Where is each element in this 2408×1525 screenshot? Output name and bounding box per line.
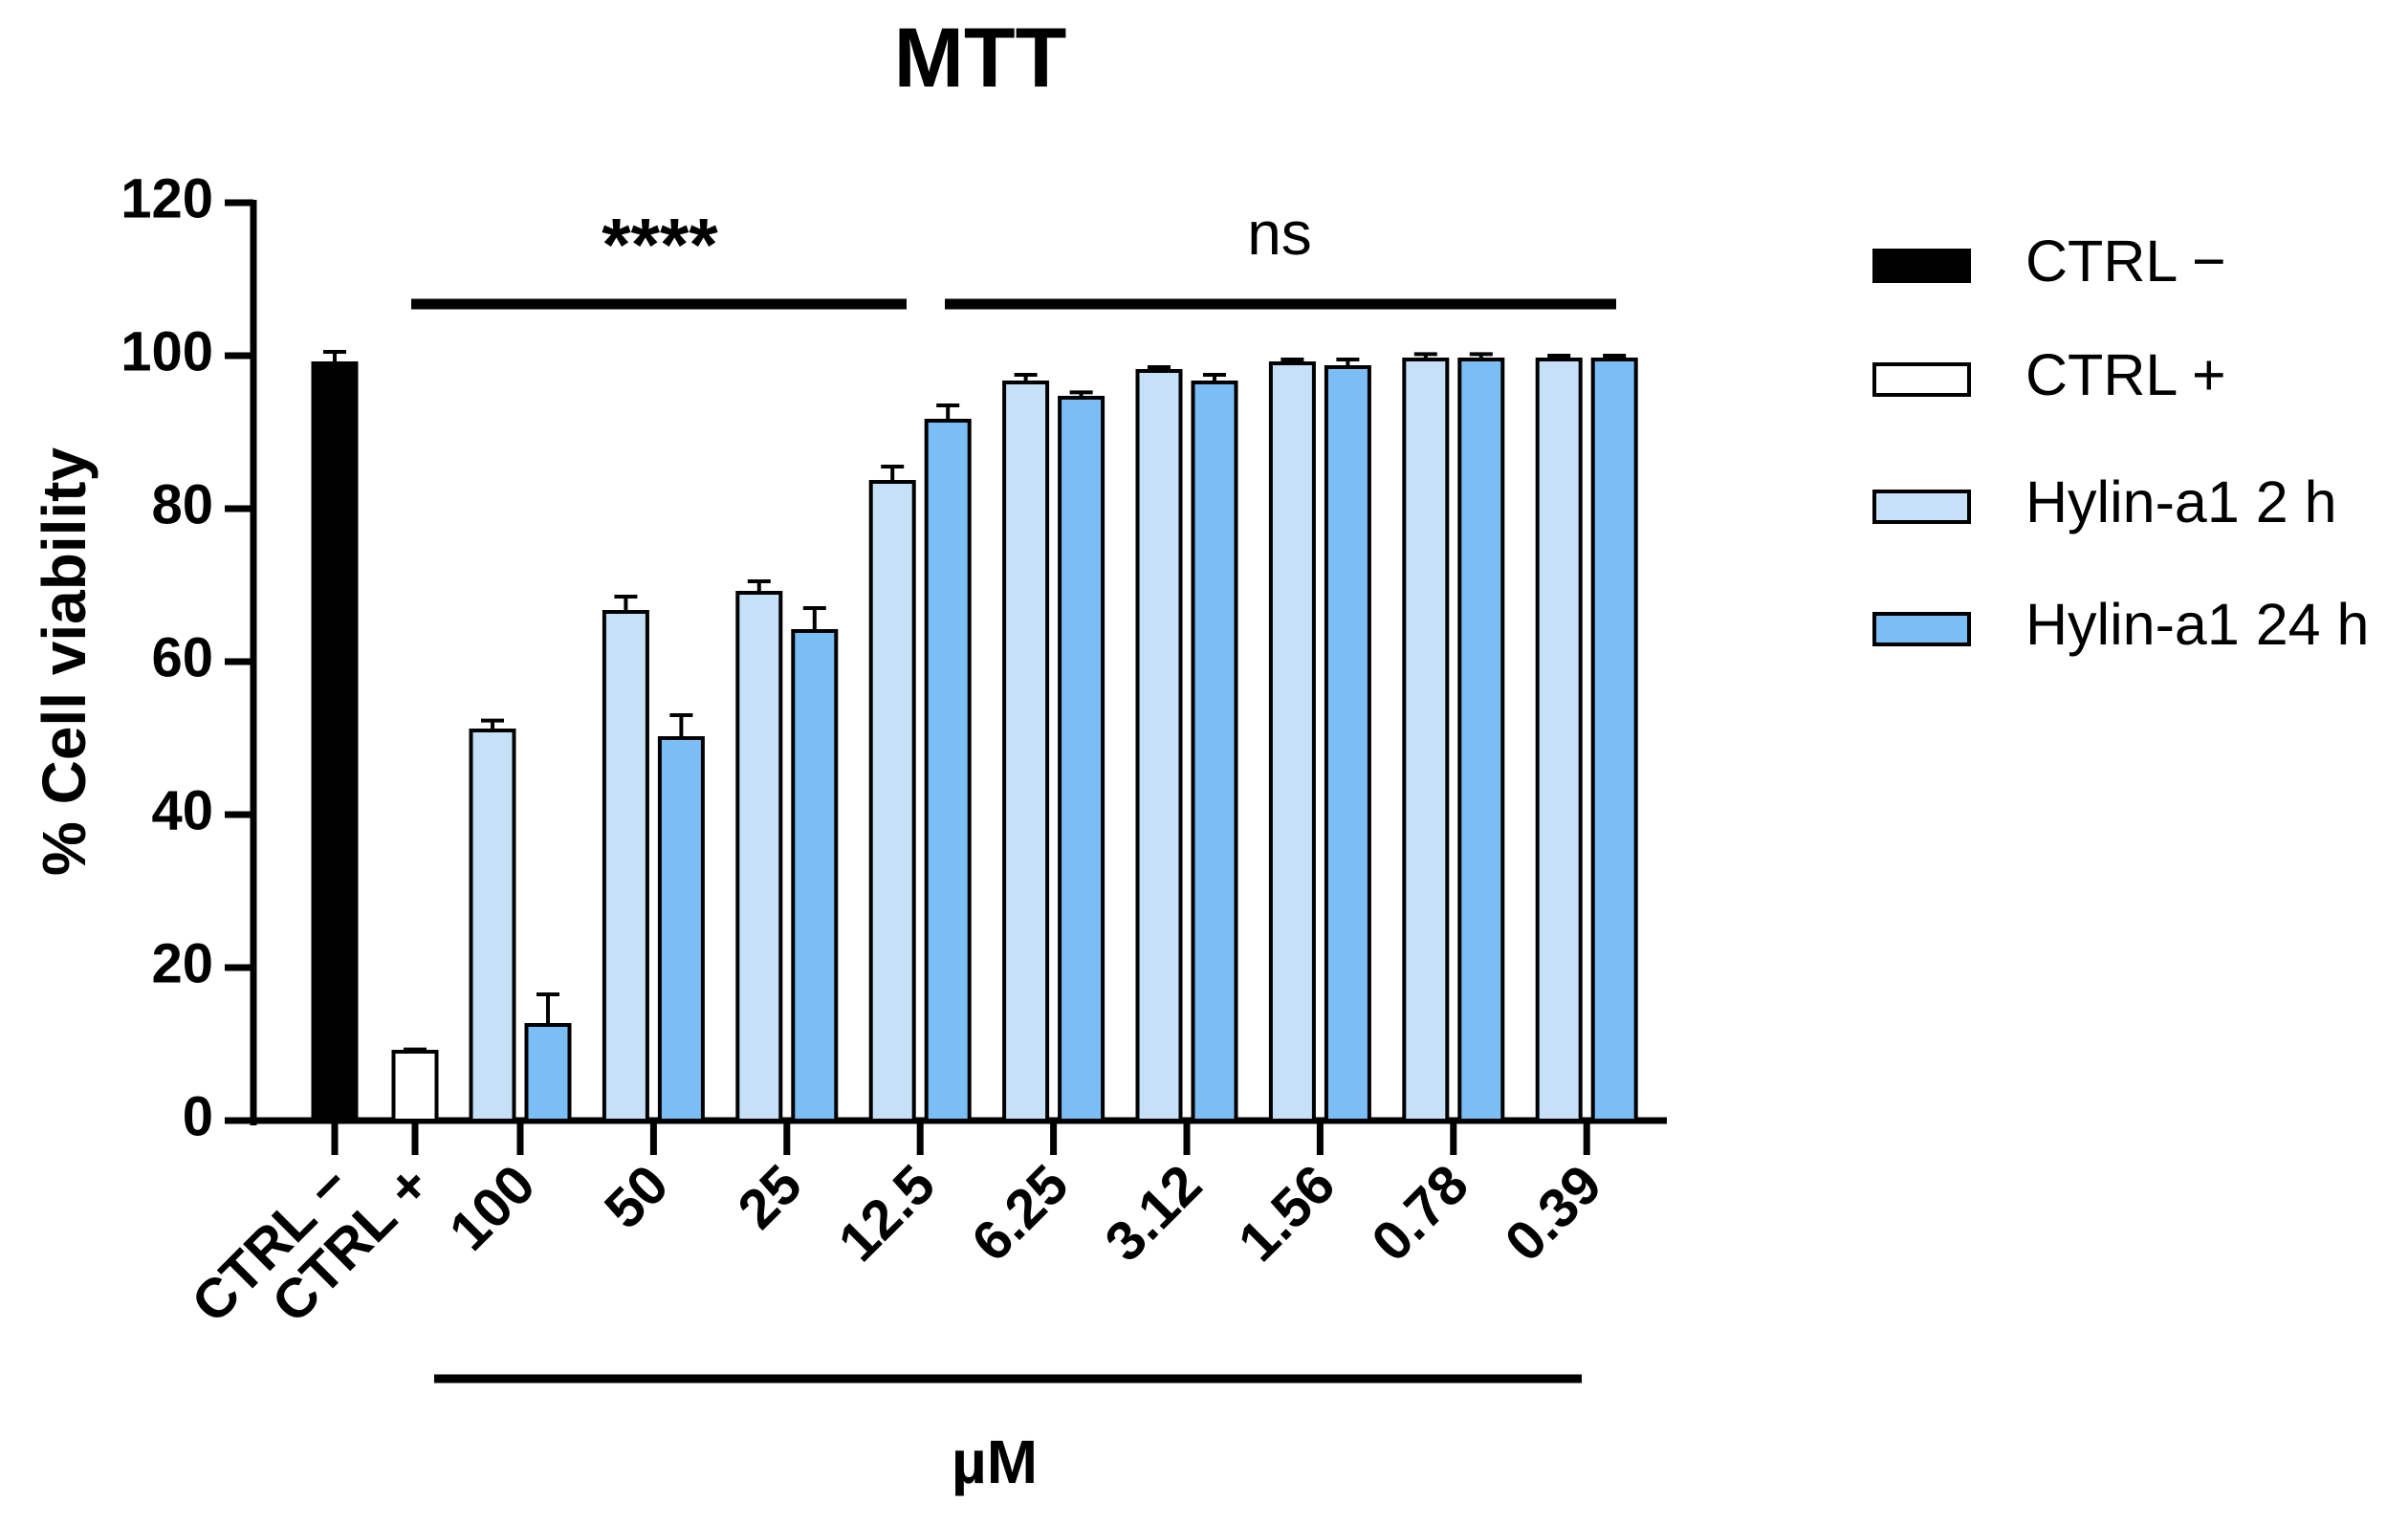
bar — [735, 591, 783, 1122]
bar — [469, 729, 516, 1122]
legend-label: CTRL + — [2025, 342, 2226, 407]
legend-swatch — [1872, 490, 1971, 524]
bar — [1191, 381, 1238, 1122]
bar — [1324, 365, 1371, 1122]
y-tick-label: 80 — [151, 473, 213, 535]
legend-label: Hylin-a1 24 h — [2025, 592, 2369, 657]
legend-swatch — [1872, 612, 1971, 646]
significance-label: **** — [602, 203, 718, 287]
bar — [1058, 396, 1105, 1122]
bar — [311, 361, 359, 1122]
y-tick-label: 20 — [151, 932, 213, 994]
legend-swatch — [1872, 362, 1971, 397]
y-tick-label: 60 — [151, 626, 213, 688]
y-axis-label: % Cell viability — [30, 447, 99, 877]
legend-swatch — [1872, 249, 1971, 283]
bar — [602, 610, 649, 1122]
bar — [924, 419, 972, 1122]
bar — [1135, 369, 1183, 1122]
bar — [391, 1050, 439, 1122]
bar — [1457, 358, 1505, 1122]
y-tick-label: 40 — [151, 779, 213, 841]
x-tick-label: 100 — [438, 1153, 547, 1262]
x-tick-label: 3.12 — [1093, 1153, 1214, 1274]
bar — [1402, 358, 1450, 1122]
x-tick-label: 1.56 — [1227, 1153, 1347, 1274]
chart-title: MTT — [894, 10, 1067, 104]
y-tick-label: 120 — [120, 167, 213, 229]
x-tick-label: 50 — [593, 1153, 681, 1241]
bar — [1590, 358, 1638, 1122]
bar — [1002, 381, 1050, 1122]
x-tick-label: 0.39 — [1493, 1153, 1613, 1274]
bar — [868, 480, 916, 1122]
x-tick-label: 0.78 — [1360, 1153, 1480, 1274]
bar — [1535, 358, 1583, 1122]
x-tick-label: 6.25 — [960, 1153, 1081, 1274]
x-axis-label: µM — [952, 1427, 1038, 1496]
significance-label: ns — [1247, 199, 1312, 268]
bar — [657, 736, 705, 1122]
legend-label: CTRL − — [2025, 229, 2226, 294]
bar — [524, 1023, 572, 1122]
x-tick-label: 12.5 — [826, 1153, 947, 1274]
y-tick-label: 0 — [183, 1085, 213, 1147]
x-tick-label: 25 — [726, 1153, 814, 1241]
bar — [1268, 361, 1316, 1122]
bar — [791, 629, 839, 1122]
y-tick-label: 100 — [120, 320, 213, 382]
legend-label: Hylin-a1 2 h — [2025, 469, 2337, 534]
